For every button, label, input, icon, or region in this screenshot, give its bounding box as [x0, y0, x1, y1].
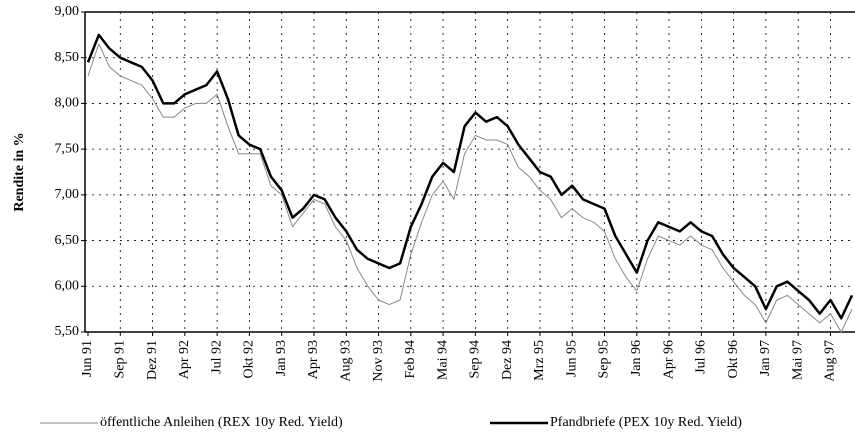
x-tick-label: Feb 94 [403, 340, 418, 379]
series-line [86, 33, 854, 320]
y-tick-label: 6,00 [55, 279, 80, 294]
x-tick-label: Jan 97 [758, 340, 773, 376]
x-tick-label: Jan 96 [629, 340, 644, 376]
series-line [87, 43, 853, 333]
y-tick-label: 7,50 [55, 141, 80, 156]
x-tick-label: Dez 91 [145, 340, 160, 380]
y-tick-label: 8,50 [55, 50, 80, 65]
y-tick-label: 7,00 [55, 187, 80, 202]
x-tick-label: Jun 91 [80, 340, 95, 377]
x-tick-label: Jul 96 [694, 340, 709, 374]
x-tick-label: Okt 96 [726, 340, 741, 379]
x-tick-label: Aug 93 [338, 340, 353, 382]
x-tick-label: Apr 96 [661, 340, 676, 379]
x-tick-label: Mrz 95 [532, 340, 547, 381]
x-tick-label: Dez 94 [500, 340, 515, 380]
y-tick-label: 6,50 [55, 233, 80, 248]
legend-label: öffentliche Anleihen (REX 10y Red. Yield… [100, 415, 343, 430]
x-tick-label: Sep 91 [113, 340, 128, 379]
y-tick-label: 5,50 [55, 324, 80, 339]
x-tick-label: Okt 92 [242, 340, 257, 379]
x-tick-label: Sep 95 [597, 340, 612, 379]
legend-label: Pfandbriefe (PEX 10y Red. Yield) [550, 415, 742, 430]
x-tick-label: Apr 92 [177, 340, 192, 379]
x-tick-label: Sep 94 [468, 340, 483, 379]
x-tick-label: Apr 93 [306, 340, 321, 379]
x-tick-label: Jul 92 [209, 340, 224, 374]
y-tick-label: 9,00 [55, 4, 80, 19]
y-tick-label: 8,00 [55, 96, 80, 111]
x-tick-label: Mai 97 [790, 340, 805, 380]
x-tick-label: Mai 94 [435, 340, 450, 380]
x-tick-label: Jun 95 [564, 340, 579, 377]
y-axis-label: Rendite in % [12, 132, 27, 211]
x-tick-label: Nov 93 [371, 340, 386, 382]
x-tick-label: Jan 93 [274, 340, 289, 376]
x-tick-label: Aug 97 [823, 340, 838, 382]
